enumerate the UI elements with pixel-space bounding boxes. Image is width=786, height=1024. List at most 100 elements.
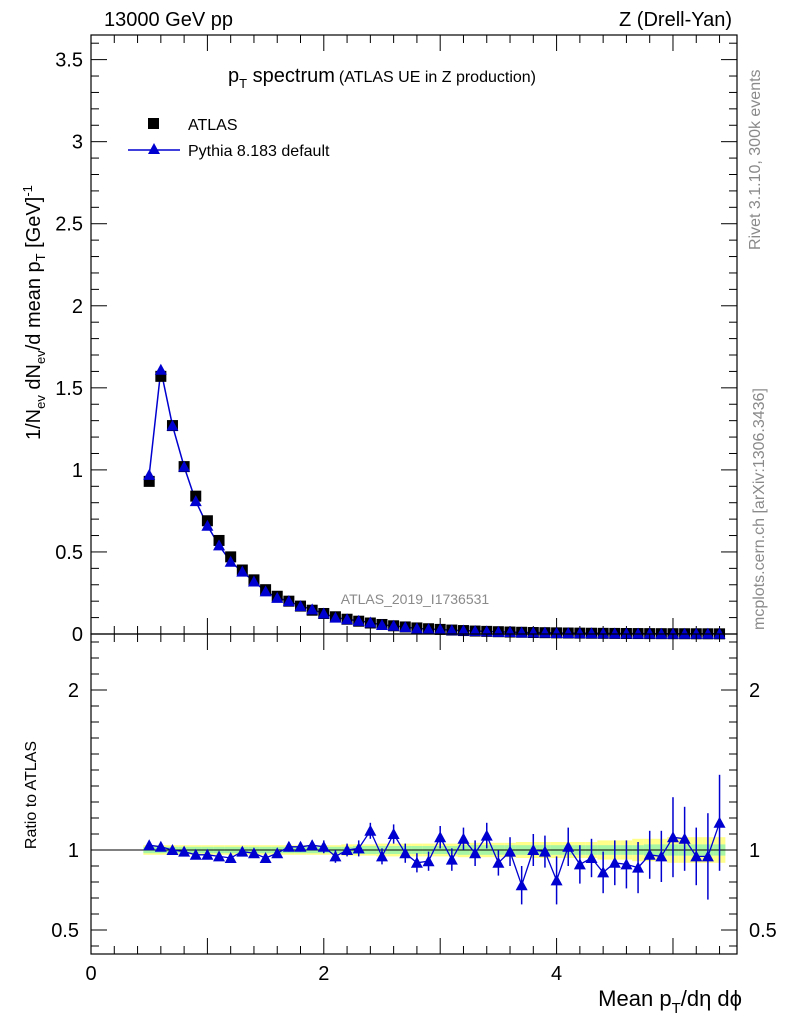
process-label: Z (Drell-Yan) <box>619 9 732 31</box>
ratio-pythia-point <box>527 844 540 855</box>
ratio-pythia-point <box>306 839 319 851</box>
pythia-point <box>655 627 668 639</box>
analysis-id: ATLAS_2019_I1736531 <box>341 591 490 607</box>
pythia-point <box>294 600 307 612</box>
atlas-point <box>155 370 167 382</box>
pythia-point <box>632 627 645 639</box>
main-y-tick-label: 1 <box>72 460 83 482</box>
pythia-point <box>341 613 354 625</box>
main-x-ticks <box>90 35 721 634</box>
ratio-pythia-point <box>387 828 400 839</box>
ratio-pythia-point <box>643 848 656 860</box>
ratio-pythia-point <box>213 850 226 862</box>
pythia-point <box>166 419 179 431</box>
atlas-point <box>143 475 155 487</box>
pythia-point <box>387 619 400 631</box>
mcplots-label: mcplots.cern.ch [arXiv:1306.3436] <box>751 388 768 630</box>
pythia-point <box>445 624 458 636</box>
ratio-y-tick-label-right: 2 <box>749 680 760 702</box>
main-y-tick-label: 1.5 <box>55 378 83 400</box>
ratio-pythia-point <box>352 842 365 854</box>
ratio-pythia-point <box>480 829 493 841</box>
ratio-pythia-point <box>317 840 330 852</box>
ratio-pythia-point <box>620 858 633 870</box>
ratio-x-axis: 0 2 4 <box>85 634 721 985</box>
energy-label: 13000 GeV pp <box>104 9 233 31</box>
chart-title: pT spectrum (ATLAS UE in Z production) <box>228 65 536 91</box>
pythia-point <box>271 591 284 603</box>
ratio-pythia-point <box>666 831 679 843</box>
ratio-pythia-point <box>585 852 598 863</box>
pythia-point <box>666 627 679 639</box>
pythia-point <box>701 627 714 639</box>
ratio-pythia-point <box>469 847 482 859</box>
ratio-pythia-point <box>701 850 714 862</box>
ratio-pythia-point <box>247 847 260 859</box>
ratio-pythia-point <box>166 844 179 855</box>
pythia-point <box>573 627 586 639</box>
legend: ATLAS Pythia 8.183 default <box>128 117 330 160</box>
main-y-tick-label: 0 <box>72 624 83 646</box>
ratio-pythia-point <box>492 856 505 868</box>
pythia-point <box>317 607 330 619</box>
main-y-tick-label: 2.5 <box>55 214 83 236</box>
pythia-point <box>597 627 610 639</box>
ratio-pythia-point <box>422 855 435 867</box>
pythia-point <box>562 627 575 639</box>
pythia-point <box>620 627 633 639</box>
ratio-pythia-point <box>410 856 423 868</box>
ratio-pythia-point <box>457 832 470 844</box>
rivet-label: Rivet 3.1.10, 300k events <box>747 69 764 250</box>
pythia-point <box>189 495 202 507</box>
pythia-point <box>690 627 703 639</box>
pythia-point <box>527 626 540 638</box>
x-tick-label: 0 <box>85 963 96 985</box>
ratio-pythia-point <box>399 847 412 859</box>
ratio-pythia-point <box>562 840 575 852</box>
ratio-pythia-point <box>259 852 272 863</box>
pythia-point <box>178 460 191 472</box>
main-y-tick-label: 3 <box>72 132 83 154</box>
pythia-point <box>329 611 342 623</box>
pythia-point <box>469 625 482 637</box>
ratio-data-layer <box>143 774 726 905</box>
pythia-point <box>247 575 260 587</box>
ratio-y-tick-label: 0.5 <box>51 920 79 942</box>
pythia-point <box>224 555 237 567</box>
ratio-pythia-point <box>632 861 645 873</box>
pythia-point <box>538 626 551 638</box>
pythia-point <box>154 363 167 375</box>
pythia-point <box>608 627 621 639</box>
ratio-frame <box>90 633 738 955</box>
ratio-pythia-point <box>341 844 354 855</box>
main-y-axis: 0 0.5 1 1.5 2 2.5 3 3.5 <box>55 42 737 646</box>
x-tick-label: 2 <box>318 963 329 985</box>
pythia-point <box>550 627 563 639</box>
ratio-pythia-point <box>236 845 249 857</box>
ratio-pythia-point <box>143 839 156 851</box>
pythia-point <box>422 623 435 635</box>
pythia-point <box>643 627 656 639</box>
ratio-pythia-point <box>573 858 586 870</box>
x-tick-label: 4 <box>551 963 562 985</box>
pythia-point <box>352 614 365 626</box>
x-axis-label: Mean pT/dη dϕ <box>598 986 742 1017</box>
main-y-tick-label: 3.5 <box>55 50 83 72</box>
main-ylabel: 1/Nev dNev/d mean pT [GeV]-1 <box>20 185 48 440</box>
ratio-pythia-point <box>154 840 167 852</box>
ratio-y-tick-label-right: 0.5 <box>749 920 777 942</box>
ratio-pythia-point <box>271 847 284 859</box>
ratio-pythia-point <box>678 832 691 844</box>
ratio-pythia-point <box>189 848 202 860</box>
pythia-point <box>678 627 691 639</box>
pythia-point <box>306 603 319 615</box>
legend-atlas-marker <box>148 118 159 129</box>
legend-pythia-label: Pythia 8.183 default <box>188 143 330 160</box>
pythia-point <box>515 626 528 638</box>
title-note: (ATLAS UE in Z production) <box>339 69 536 86</box>
legend-pythia-marker <box>148 143 160 154</box>
pythia-point <box>585 627 598 639</box>
ratio-pythia-point <box>655 850 668 862</box>
ratio-pythia-point <box>178 845 191 857</box>
pythia-point <box>364 616 377 628</box>
